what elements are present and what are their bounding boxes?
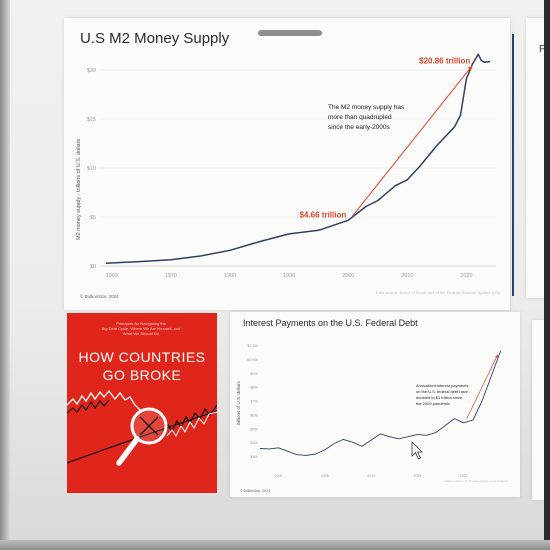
book-title: HOW COUNTRIES GO BROKE xyxy=(78,349,206,383)
y-tick-label: $800 xyxy=(250,386,258,390)
m2-note-line-2: more than quadrupled xyxy=(328,114,392,121)
monitor-bezel-bottom xyxy=(0,540,550,550)
m2-credit: © BullionStar, 2024 xyxy=(80,293,119,299)
debt-source: Data source: U.S. Bureau of Economic Ana… xyxy=(445,479,509,483)
m2-chart-title: U.S M2 Money Supply xyxy=(80,30,230,47)
x-tick-label: 2000 xyxy=(342,273,354,279)
monitor-bezel-right xyxy=(544,0,550,550)
x-tick-label: 2010 xyxy=(367,474,375,478)
divider-rule xyxy=(512,34,514,296)
monitor-bezel-left xyxy=(0,0,10,550)
y-tick-label: $900 xyxy=(250,372,258,376)
x-tick-label: 2005 xyxy=(321,474,329,478)
m2-growth-arrow xyxy=(351,65,473,217)
x-tick-label: 2020 xyxy=(460,474,468,478)
y-tick-label: $400 xyxy=(250,441,258,445)
right-card-title: P xyxy=(539,44,546,55)
x-tick-label: 2015 xyxy=(414,474,422,478)
debt-growth-arrow xyxy=(466,354,499,419)
x-tick-label: 2000 xyxy=(275,474,283,478)
y-tick-label: $1,000 xyxy=(247,358,258,362)
debt-note-line-4: the 2020 pandemic xyxy=(416,401,450,406)
y-tick-label: $600 xyxy=(250,413,258,417)
debt-growth-arrowhead xyxy=(494,354,498,359)
magnifier-icon xyxy=(116,407,168,466)
m2-gridlines xyxy=(100,69,496,267)
m2-y-axis-label: M2 money supply - trillions of U.S. doll… xyxy=(76,139,82,240)
m2-series-line xyxy=(105,53,491,264)
x-tick-label: 1960 xyxy=(106,273,118,279)
book-zigzag-upper xyxy=(67,389,142,412)
x-tick-label: 2010 xyxy=(401,273,413,279)
book-artwork xyxy=(67,389,217,466)
m2-start-value-label: $4.66 trillion xyxy=(300,210,347,219)
debt-note-line-1: Annualized interest payments xyxy=(416,383,468,388)
book-subtitle: Principles for Navigating the Big Debt C… xyxy=(101,321,181,336)
m2-y-ticks: $0 $5 $10 $15 $20 xyxy=(87,68,96,270)
m2-note-line-1: The M2 money supply has xyxy=(328,104,405,111)
x-tick-label: 1990 xyxy=(283,273,295,279)
m2-x-ticks: 1960 1970 1980 1990 2000 2010 2020 xyxy=(106,273,473,279)
debt-chart-card[interactable] xyxy=(230,312,520,497)
debt-series-line xyxy=(259,350,502,456)
book-zigzag-lower xyxy=(67,399,110,414)
book-zigzag-right xyxy=(162,404,217,433)
debt-chart-title: Interest Payments on the U.S. Federal De… xyxy=(243,318,418,328)
y-tick-label: $700 xyxy=(250,400,258,404)
y-tick-label: $500 xyxy=(250,427,258,431)
m2-growth-arrowhead xyxy=(467,65,473,71)
y-tick-label: $20 xyxy=(87,68,96,74)
m2-note-line-3: since the early-2000s xyxy=(328,124,391,131)
book-zigzag-right-white xyxy=(166,411,217,437)
y-tick-label: $5 xyxy=(90,215,96,221)
debt-note-line-2: on the U.S. federal debt have xyxy=(416,389,469,394)
m2-end-value-label: $20.86 trillion xyxy=(419,57,470,66)
x-tick-label: 1980 xyxy=(224,273,236,279)
book-cover[interactable]: Principles for Navigating the Big Debt C… xyxy=(67,313,217,493)
y-tick-label: $15 xyxy=(87,117,96,123)
debt-y-ticks: $300 $400 $500 $600 $700 $800 $900 $1,000 $1,100 xyxy=(247,344,258,459)
y-tick-label: $300 xyxy=(250,455,258,459)
y-tick-label: $10 xyxy=(87,166,96,172)
debt-note-line-3: doubled to $1 trillion since xyxy=(416,395,463,400)
m2-source: Data source: Board of Governors of the F… xyxy=(376,290,501,295)
debt-credit: © BullionStar, 2024 xyxy=(240,489,270,493)
drag-handle[interactable] xyxy=(258,30,322,36)
debt-y-axis-label: Billions of U.S. dollars xyxy=(236,380,241,425)
x-tick-label: 1970 xyxy=(165,273,177,279)
y-tick-label: $0 xyxy=(90,264,96,270)
debt-x-ticks: 2000 2005 2010 2015 2020 xyxy=(275,474,468,478)
y-tick-label: $1,100 xyxy=(247,344,258,348)
mouse-cursor-icon xyxy=(411,441,423,460)
x-tick-label: 2020 xyxy=(460,273,472,279)
